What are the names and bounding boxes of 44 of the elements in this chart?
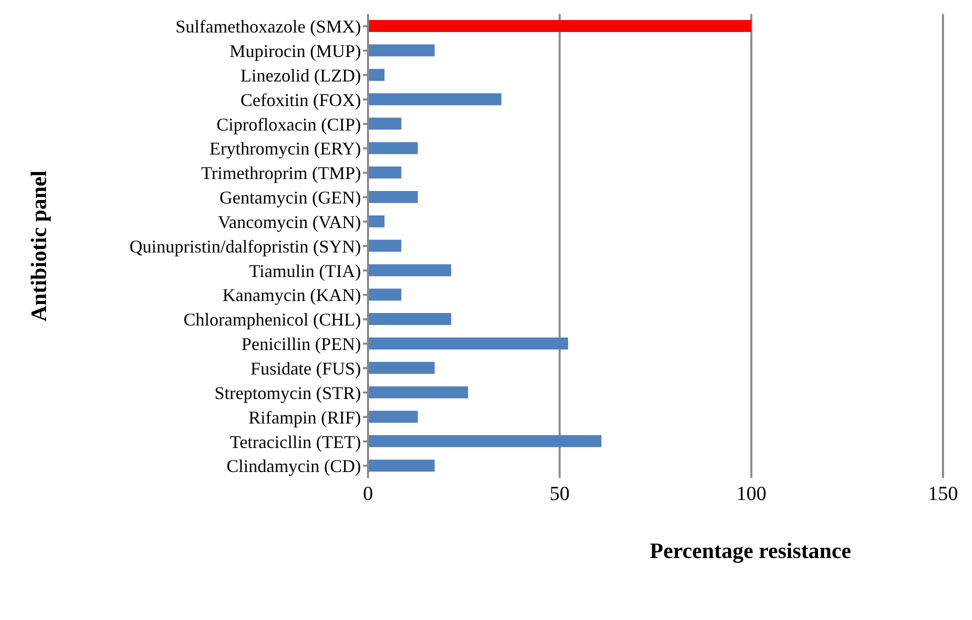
bar bbox=[368, 313, 452, 326]
y-tick-label: Cefoxitin (FOX) bbox=[240, 90, 361, 110]
y-tick-label: Chloramphenicol (CHL) bbox=[184, 310, 361, 330]
y-tick-label: Erythromycin (ERY) bbox=[210, 138, 361, 159]
y-tick-label: Clindamycin (CD) bbox=[226, 456, 362, 476]
bar bbox=[368, 288, 402, 301]
x-axis-title: Percentage resistance bbox=[650, 538, 852, 563]
bar bbox=[368, 386, 468, 398]
y-axis-title: Antibiotic panel bbox=[26, 170, 51, 322]
bar bbox=[368, 240, 402, 252]
bar bbox=[368, 410, 418, 423]
bar bbox=[368, 93, 502, 106]
y-tick-label: Rifampin (RIF) bbox=[248, 407, 361, 428]
y-tick-label: Tiamulin (TIA) bbox=[249, 260, 361, 281]
bar bbox=[368, 20, 752, 32]
y-tick-label: Streptomycin (STR) bbox=[214, 382, 361, 403]
bar bbox=[368, 435, 602, 448]
y-tick-label: Quinupristin/dalfopristin (SYN) bbox=[130, 236, 361, 256]
x-tick-label: 50 bbox=[550, 483, 570, 506]
bar bbox=[368, 337, 568, 350]
y-tick-label: Vancomycin (VAN) bbox=[218, 212, 362, 232]
bar bbox=[368, 118, 402, 130]
x-tick-label: 150 bbox=[928, 483, 958, 506]
bar bbox=[368, 190, 418, 203]
bar bbox=[368, 460, 435, 472]
bar bbox=[368, 264, 452, 276]
y-tick-label: Linezolid (LZD) bbox=[240, 65, 361, 86]
bar bbox=[368, 166, 402, 179]
bar bbox=[368, 215, 384, 228]
y-tick-label: Trimethroprim (TMP) bbox=[201, 163, 361, 184]
bar bbox=[368, 142, 418, 154]
y-tick-label: Tetracicllin (TET) bbox=[230, 432, 361, 452]
y-tick-label: Gentamycin (GEN) bbox=[220, 188, 362, 208]
x-tick-label: 0 bbox=[363, 483, 373, 506]
bar bbox=[368, 362, 435, 374]
y-tick-label: Sulfamethoxazole (SMX) bbox=[176, 16, 361, 37]
y-tick-label: Penicillin (PEN) bbox=[242, 334, 361, 354]
y-tick-label: Mupirocin (MUP) bbox=[230, 41, 361, 62]
x-tick-label: 100 bbox=[736, 483, 766, 506]
y-tick-label: Fusidate (FUS) bbox=[250, 358, 361, 378]
y-tick-label: Kanamycin (KAN) bbox=[222, 285, 361, 306]
y-tick-label: Ciprofloxacin (CIP) bbox=[216, 114, 361, 134]
bar bbox=[368, 44, 435, 56]
bar bbox=[368, 68, 384, 81]
